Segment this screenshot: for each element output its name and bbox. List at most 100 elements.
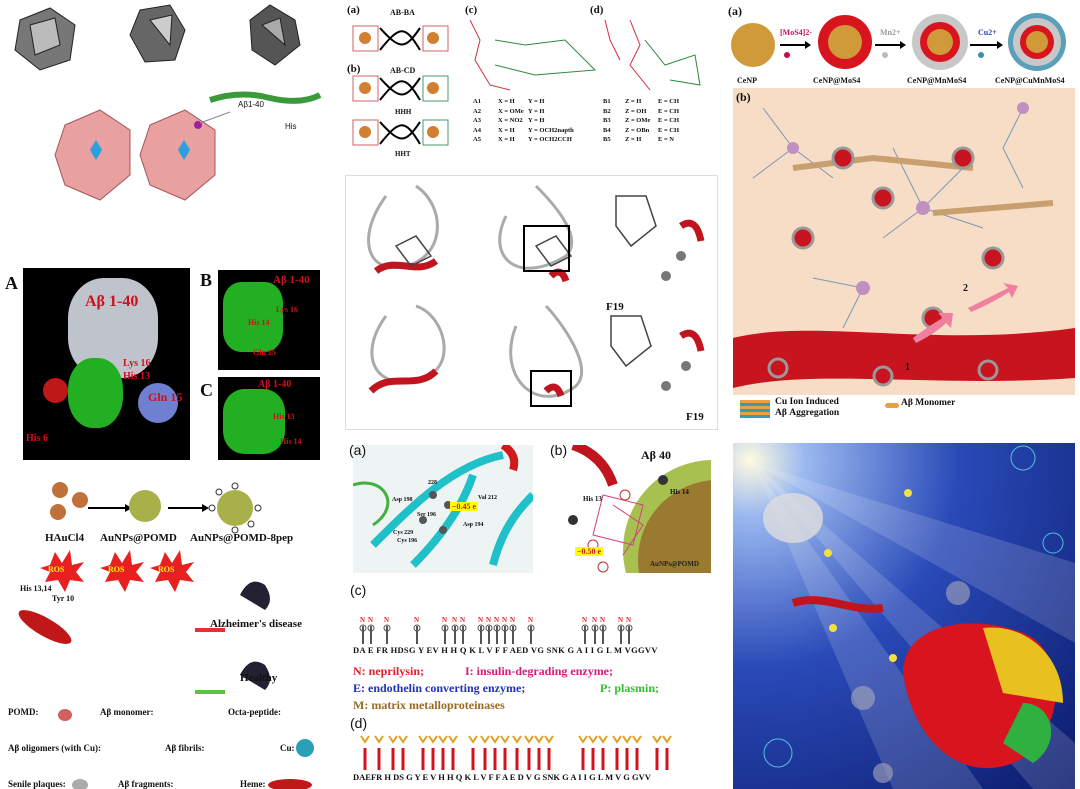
peptide-marker-head <box>544 735 554 744</box>
table-cell: B4 <box>603 126 611 134</box>
peptide-marker-head <box>588 735 598 744</box>
panel-label: (a) <box>349 442 367 458</box>
enzyme-site-letter: N <box>600 616 605 624</box>
residue-label: Ser 196 <box>417 512 437 518</box>
residue-label: F19 <box>606 301 624 313</box>
docking-title-c: Aβ 1-40 <box>258 379 292 390</box>
table-cell: X = H <box>498 98 515 105</box>
legend-label: Aβ Aggregation <box>775 408 840 418</box>
enzyme-site-letter: N <box>502 616 507 624</box>
enzyme-site-letter: N <box>626 616 631 624</box>
reagent-label: Cu2+ <box>978 28 997 37</box>
peptide-label: Aβ 40 <box>641 448 671 462</box>
table-cell: E = CH <box>658 98 680 105</box>
table-cell: Z = H <box>625 136 642 143</box>
residue-label: His 6 <box>26 433 48 444</box>
helicate-subtitle: HHT <box>395 150 411 158</box>
peptide-marker-head <box>418 735 428 744</box>
charge-label: −0.50 e <box>575 547 604 556</box>
table-cell: Y = H <box>528 117 545 124</box>
enzyme-site-letter: N <box>442 616 447 624</box>
sequence-c: DA E FR HDSG Y EV H H Q K L V F F AED VG… <box>353 645 658 655</box>
aunp-scheme-graphics <box>18 482 314 789</box>
product-label: CeNP <box>737 76 757 85</box>
helicate-structures <box>352 19 701 146</box>
legend-ece: E: endothelin converting enzyme; <box>353 681 526 695</box>
enzyme-site-letter: N <box>510 616 515 624</box>
legend-label: Octa-peptide: <box>228 707 281 717</box>
table-cell: B5 <box>603 136 611 143</box>
panel-label-a: A <box>5 273 18 293</box>
enzyme-site-letter: N <box>618 616 623 624</box>
table-cell: Y = OCH2napth <box>528 126 574 134</box>
cleavage-marker-head <box>359 624 367 632</box>
particle-label: AuNPs@POMD <box>650 560 699 568</box>
cleavage-marker-head <box>599 624 607 632</box>
docking-image-a: Aβ 1-40 Lys 16 His 13 Gln 15 His 6 <box>23 268 190 460</box>
cleavage-marker-head <box>413 624 421 632</box>
residue-label: F19 <box>686 411 704 423</box>
panel-label-b: B <box>200 270 213 290</box>
enzyme-site-letter: N <box>486 616 491 624</box>
sequence-d: DAEFR H DS G Y E V H H Q K L V F F A E D… <box>353 772 651 782</box>
table-cell: B3 <box>603 117 611 124</box>
table-cell: E = CH <box>658 117 680 124</box>
residue-label: His 14 <box>670 488 689 496</box>
legend-plasmin: P: plasmin; <box>600 681 660 695</box>
table-cell: Y = OCH2CCH <box>528 136 572 143</box>
enzyme-site-letter: N <box>368 616 373 624</box>
peptide-marker-head <box>662 735 672 744</box>
table-cell: E = N <box>658 136 674 143</box>
brain-tissue-illustration <box>733 88 1075 395</box>
peptide-marker-head <box>524 735 534 744</box>
residue-label: His 13 <box>583 495 602 503</box>
polyoxometalate-structures <box>14 4 322 201</box>
table-cell: Y = H <box>528 107 545 115</box>
docking-panel: A Aβ 1-40 Lys 16 His 13 Gln 15 His 6 B A… <box>0 255 340 465</box>
residue-label: His 13 <box>123 371 150 382</box>
table-cell: X = H <box>498 126 515 134</box>
legend-ide: I: insulin-degrading enzyme; <box>465 664 614 678</box>
residue-label: Asp 194 <box>463 522 484 528</box>
legend-label: Cu Ion Induced <box>775 397 839 407</box>
step-label: 1 <box>905 362 910 373</box>
table-cell: Y = H <box>528 98 545 105</box>
peptide-marker-head <box>388 735 398 744</box>
aunp-scheme-panel: HAuCl4 AuNPs@POMD AuNPs@POMD-8pep ROS RO… <box>0 470 340 789</box>
enzyme-site-letter: N <box>528 616 533 624</box>
cleavage-marker-head <box>591 624 599 632</box>
peptide-marker-head <box>360 735 370 744</box>
docking-title-b: Aβ 1-40 <box>273 274 310 286</box>
enzyme-image-a <box>353 445 533 573</box>
helicate-title: AB-CD <box>390 66 416 75</box>
helicate-title: AB-BA <box>390 8 415 17</box>
enzyme-site-letter: N <box>384 616 389 624</box>
panel-label: (b) <box>550 442 568 458</box>
residue-label: Gln 15 <box>253 348 276 357</box>
cleavage-marker-head <box>451 624 459 632</box>
residue-label: 228 <box>428 480 437 486</box>
table-cell: B1 <box>603 98 611 105</box>
cleavage-marker-head <box>493 624 501 632</box>
enzyme-site-letter: N <box>494 616 499 624</box>
residue-label: Asp 198 <box>392 497 413 503</box>
enzyme-site-letter: N <box>414 616 419 624</box>
peptide-marker-head <box>512 735 522 744</box>
enzyme-site-letter: N <box>478 616 483 624</box>
step-label: AuNPs@POMD-8pep <box>190 532 294 544</box>
nanoparticle-panel: (a) [MoS4]2- Mn2+ Cu2+ CeNP CeNP@MoS4 Ce… <box>725 0 1080 430</box>
table-cell: X = NO2 <box>498 117 523 124</box>
peptide-marker-head <box>374 735 384 744</box>
table-cell: A4 <box>473 126 481 134</box>
panel-label: (d) <box>590 4 604 16</box>
ros-label: ROS <box>108 565 125 574</box>
residue-label: His 14 <box>280 437 302 446</box>
helicate-panel: (a) AB-BA (b) AB-CD HHH HHT (c) (d) A1 X … <box>345 0 720 165</box>
reagent-label: [MoS4]2- <box>780 28 812 37</box>
helicate-subtitle: HHH <box>395 108 412 116</box>
table-cell: X = H <box>498 136 515 143</box>
legend-label: Aβ fibrils: <box>165 743 205 753</box>
panel-label: (b) <box>736 90 751 104</box>
